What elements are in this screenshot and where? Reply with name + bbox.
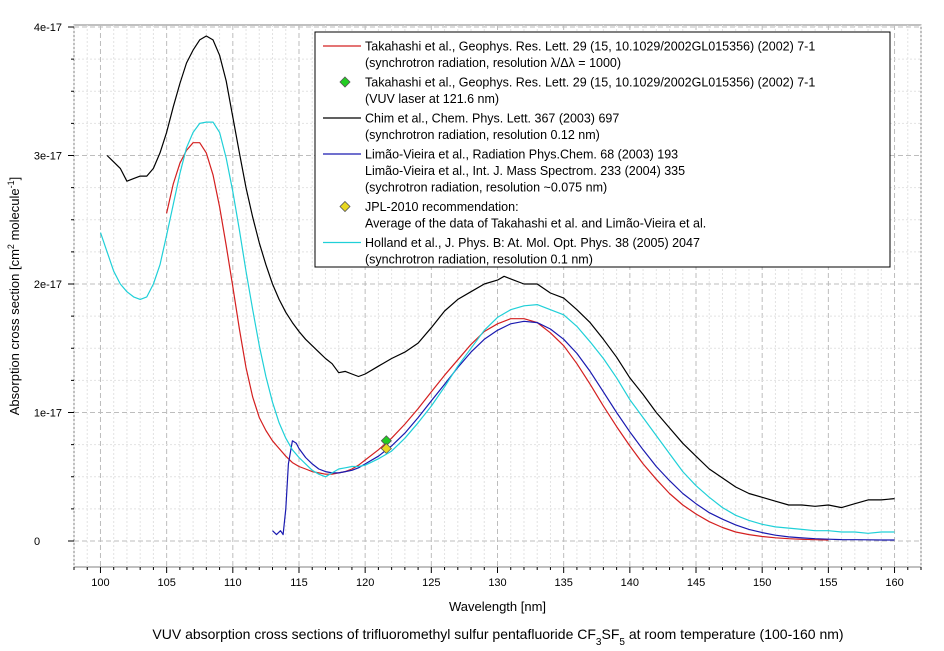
caption-part: VUV absorption cross sections of trifluo…	[152, 626, 596, 642]
legend-label: (VUV laser at 121.6 nm)	[365, 92, 499, 106]
y-axis-title: Absorption cross section [cm2 molecule-1…	[6, 177, 22, 415]
x-tick-label: 150	[753, 577, 771, 589]
x-tick-label: 115	[290, 577, 308, 589]
y-tick-label: 0	[34, 536, 40, 548]
series-line-2	[106, 35, 895, 509]
legend-diamond-4	[339, 200, 351, 213]
x-tick-label: 135	[554, 577, 572, 589]
y-tick-label: 2e-17	[34, 279, 62, 291]
legend-label: JPL-2010 recommendation:	[365, 200, 519, 214]
y-axis: 0 1e-17 2e-17 3e-17 4e-17	[34, 22, 74, 548]
legend-label: (synchrotron radiation, resolution λ/Δλ …	[365, 56, 621, 70]
legend-label: Takahashi et al., Geophys. Res. Lett. 29…	[365, 40, 815, 54]
y-title-part: 2	[6, 244, 16, 249]
legend-label: Holland et al., J. Phys. B: At. Mol. Opt…	[365, 236, 700, 250]
legend-label: Chim et al., Chem. Phys. Lett. 367 (2003…	[365, 112, 619, 126]
legend: Takahashi et al., Geophys. Res. Lett. 29…	[314, 31, 891, 268]
y-tick-label: 3e-17	[34, 151, 62, 163]
series-line-3	[272, 320, 895, 541]
legend-box	[314, 31, 891, 268]
series-line-0	[166, 142, 829, 541]
legend-label: (synchrotron radiation, resolution 0.1 n…	[365, 253, 593, 267]
x-tick-label: 120	[356, 577, 374, 589]
chart-caption: VUV absorption cross sections of trifluo…	[152, 626, 843, 648]
x-tick-label: 130	[488, 577, 506, 589]
y-title-part: Absorption cross section [cm	[7, 249, 22, 415]
x-tick-label: 155	[819, 577, 837, 589]
x-axis-title: Wavelength [nm]	[449, 599, 546, 614]
series-line-5	[99, 121, 895, 534]
caption-part: at room temperature (100-160 nm)	[625, 626, 844, 642]
legend-label: Limão-Vieira et al., Radiation Phys.Chem…	[365, 148, 678, 162]
x-tick-label: 100	[91, 577, 109, 589]
caption-part: SF	[601, 626, 619, 642]
legend-label: (synchrotron radiation, resolution 0.12 …	[365, 128, 600, 142]
caption-part: 5	[619, 637, 625, 648]
x-tick-label: 160	[885, 577, 903, 589]
x-tick-label: 125	[422, 577, 440, 589]
caption-part: 3	[596, 637, 602, 648]
y-title-part: ]	[7, 177, 22, 181]
y-tick-label: 1e-17	[34, 408, 62, 420]
x-tick-label: 110	[224, 577, 242, 589]
y-title-part: -1	[6, 180, 16, 188]
legend-label: (sychrotron radiation, resolution ~0.075…	[365, 181, 607, 195]
y-title-part: molecule	[7, 188, 22, 244]
x-tick-label: 105	[157, 577, 175, 589]
legend-label: Average of the data of Takahashi et al. …	[365, 217, 706, 231]
x-axis: 100 105 110 115 120 125 130 135 140 145 150 155 160	[73, 567, 922, 589]
series-layer	[99, 35, 895, 541]
legend-label: Takahashi et al., Geophys. Res. Lett. 29…	[365, 76, 815, 90]
x-tick-label: 145	[687, 577, 705, 589]
legend-diamond-1	[339, 76, 351, 88]
x-tick-label: 140	[621, 577, 639, 589]
y-tick-label: 4e-17	[34, 22, 62, 34]
legend-label: Limão-Vieira et al., Int. J. Mass Spectr…	[365, 164, 685, 178]
